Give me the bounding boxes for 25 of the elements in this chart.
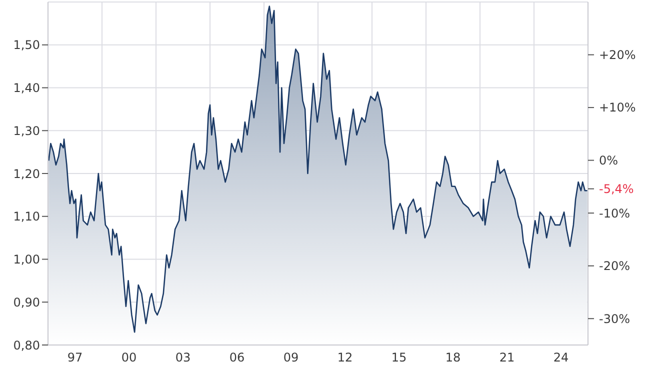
y2-tick-label: -5,4% bbox=[599, 182, 634, 196]
y2-tick-label: -20% bbox=[599, 259, 630, 274]
x-tick-label: 24 bbox=[553, 350, 569, 365]
y-tick-label: 1,00 bbox=[13, 252, 40, 267]
x-tick-label: 21 bbox=[499, 350, 515, 365]
y2-tick-label: +10% bbox=[599, 100, 636, 115]
y2-tick-label: -30% bbox=[599, 312, 630, 326]
y2-tick-label: -10% bbox=[599, 206, 630, 220]
y2-tick-label: 0% bbox=[599, 154, 618, 168]
y-tick-label: 0,90 bbox=[13, 295, 40, 310]
x-tick-label: 00 bbox=[121, 350, 137, 365]
y-tick-label: 1,40 bbox=[13, 81, 40, 96]
y2-tick-label: +20% bbox=[599, 48, 636, 62]
x-tick-label: 03 bbox=[175, 350, 191, 365]
y-tick-label: 1,50 bbox=[13, 38, 40, 52]
x-tick-label: 06 bbox=[229, 350, 245, 365]
x-tick-label: 12 bbox=[337, 350, 353, 365]
y-tick-label: 1,10 bbox=[13, 210, 40, 224]
y-tick-label: 0,80 bbox=[13, 338, 40, 352]
x-tick-label: 15 bbox=[391, 350, 407, 365]
x-tick-label: 97 bbox=[67, 350, 83, 365]
y-tick-label: 1,30 bbox=[13, 124, 40, 138]
y-tick-label: 1,20 bbox=[13, 166, 40, 181]
x-tick-label: 09 bbox=[283, 350, 299, 365]
x-tick-label: 18 bbox=[445, 350, 461, 365]
